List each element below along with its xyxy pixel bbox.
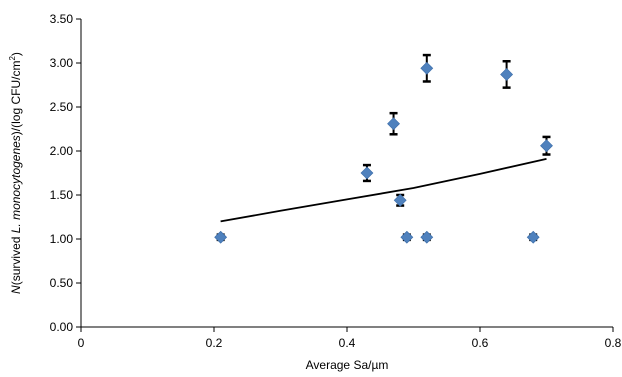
y-title-species: L. monocytogenes <box>9 135 23 233</box>
y-title-superscript: 2 <box>8 56 17 61</box>
data-point <box>400 230 414 244</box>
data-point <box>526 230 540 244</box>
x-tick-label: 0.4 <box>339 336 356 350</box>
x-tick-label: 0.6 <box>472 336 489 350</box>
y-tick-label: 1.00 <box>50 232 74 246</box>
data-point <box>214 230 228 244</box>
y-title-n: N <box>9 285 23 294</box>
data-point <box>540 139 553 153</box>
error-bars <box>216 53 551 242</box>
y-tick-label: 0.50 <box>50 276 74 290</box>
y-title-prefix: (survived <box>9 233 23 285</box>
y-axis-title: N(survived L. monocytogenes)/(log CFU/cm… <box>8 52 23 294</box>
x-axis-ticks: 0 0.2 0.4 0.6 0.8 <box>78 327 622 350</box>
x-axis-title: Average Sa/µm <box>306 358 389 372</box>
data-point <box>420 230 434 244</box>
axes <box>80 19 613 328</box>
y-tick-label: 2.00 <box>50 144 74 158</box>
y-title-suffix: )/(log CFU/cm <box>9 61 23 136</box>
y-tick-label: 2.50 <box>50 100 74 114</box>
y-tick-label: 1.50 <box>50 188 74 202</box>
x-tick-label: 0 <box>78 336 85 350</box>
data-point <box>420 61 434 75</box>
y-tick-label: 3.00 <box>50 56 74 70</box>
x-tick-label: 0.8 <box>605 336 622 350</box>
trendline <box>220 158 547 223</box>
trendline-group <box>220 158 547 223</box>
data-point <box>500 68 514 81</box>
y-title-close: ) <box>9 52 23 56</box>
x-tick-label: 0.2 <box>206 336 223 350</box>
data-point <box>393 193 407 207</box>
data-points <box>214 61 553 244</box>
y-axis-ticks: 0.00 0.50 1.00 1.50 2.00 2.50 3.00 3.50 <box>50 12 81 334</box>
data-point <box>360 166 374 180</box>
y-tick-label: 0.00 <box>50 320 74 334</box>
data-point <box>387 117 400 131</box>
y-tick-label: 3.50 <box>50 12 74 26</box>
